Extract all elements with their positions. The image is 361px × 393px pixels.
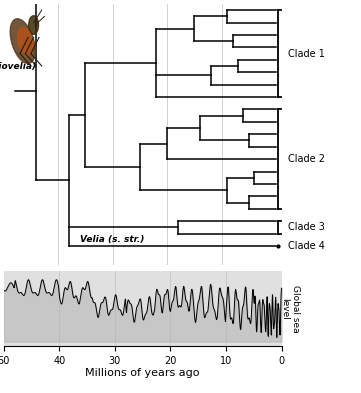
Text: Clade 3: Clade 3 — [288, 222, 325, 232]
Ellipse shape — [29, 16, 39, 34]
Ellipse shape — [18, 28, 33, 55]
Text: Velia (Plesiovelia): Velia (Plesiovelia) — [0, 62, 36, 70]
Y-axis label: Global sea
level: Global sea level — [280, 285, 300, 332]
Text: Clade 4: Clade 4 — [288, 241, 325, 251]
Text: Velia (s. str.): Velia (s. str.) — [80, 235, 144, 244]
Text: Clade 1: Clade 1 — [288, 49, 325, 59]
Text: Clade 2: Clade 2 — [288, 154, 325, 164]
Ellipse shape — [10, 19, 35, 64]
X-axis label: Millions of years ago: Millions of years ago — [85, 368, 200, 378]
